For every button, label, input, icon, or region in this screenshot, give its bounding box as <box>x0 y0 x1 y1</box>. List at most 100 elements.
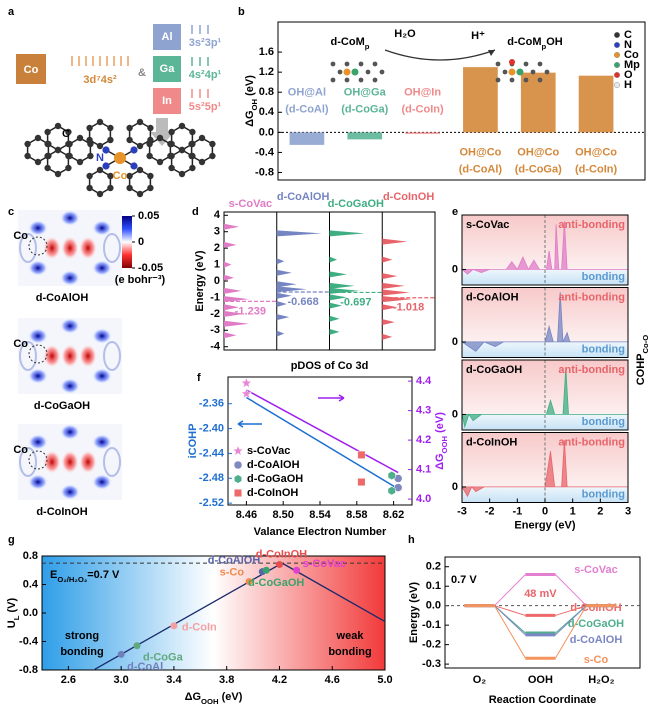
y-tick-label: -2.52 <box>199 497 224 509</box>
series-name: s-CoVac <box>229 198 272 210</box>
connector <box>555 574 587 607</box>
x-axis-label: Reaction Coordinate <box>489 694 597 706</box>
legend-label: d-CoGaOH <box>247 473 303 485</box>
bar <box>289 132 325 145</box>
c-atom <box>209 140 216 148</box>
dos-peak <box>224 332 237 339</box>
c-atom <box>147 124 154 132</box>
scheme-co <box>343 68 351 76</box>
colorbar-tick-label: -0.05 <box>138 262 163 274</box>
density-ring <box>103 233 121 263</box>
y2-tick-label: 4.0 <box>416 493 431 505</box>
y-tick-label: -2.48 <box>199 472 224 484</box>
dos-peak <box>224 274 235 281</box>
panel-label: c <box>8 206 14 218</box>
x-tick-label: 8.54 <box>309 509 331 521</box>
bar-label: (d-CoAl) <box>459 163 503 175</box>
co-site <box>28 344 48 364</box>
dos-peak <box>382 273 398 280</box>
c-atom <box>34 158 42 166</box>
scheme-right: d-CoMpOH <box>507 36 562 51</box>
strong-bonding-label: bonding <box>60 646 103 658</box>
scheme-atom <box>502 69 508 75</box>
c-atom <box>198 158 206 166</box>
density-blue <box>92 434 112 450</box>
bar-label: OH@In <box>404 86 441 98</box>
point-label: d-CoIn <box>182 622 217 634</box>
series-name: d-CoInOH <box>466 436 517 448</box>
y-tick-label: 0 <box>452 408 458 420</box>
d-band-center-label: -0.668 <box>288 296 319 308</box>
potential-label: 0.7 V <box>451 574 477 586</box>
c-atom <box>156 158 164 166</box>
dos-peak <box>224 287 242 294</box>
density-blue <box>60 270 80 286</box>
bar <box>347 132 383 140</box>
scheme-atom <box>358 77 364 83</box>
dos-peak <box>329 282 355 289</box>
y-tick-label: 0.0 <box>23 607 38 619</box>
legend-label: H <box>624 79 632 91</box>
c-atom <box>54 122 62 130</box>
anti-bonding-label: anti-bonding <box>558 219 625 231</box>
c-atom <box>24 152 31 160</box>
x-axis-label: pDOS of Co 3d <box>291 360 369 372</box>
dos-peak <box>224 320 250 327</box>
dos-peak <box>382 304 398 311</box>
anti-bonding-label: anti-bonding <box>558 291 625 303</box>
x-tick-label: -3 <box>457 505 467 517</box>
bar-label: OH@Co <box>575 146 617 158</box>
c-atom <box>107 124 114 132</box>
co-site <box>28 450 48 470</box>
x-tick-label: -2 <box>485 505 495 517</box>
n-atom <box>130 146 138 154</box>
x-axis-label-rest: (eV) <box>219 691 243 703</box>
c-atom <box>86 184 93 192</box>
y-tick-label: 0 <box>452 481 458 493</box>
legend-marker <box>613 41 621 49</box>
panel-label: e <box>452 206 458 218</box>
c-atom <box>96 190 104 198</box>
scheme-atom <box>330 77 336 83</box>
ampersand: & <box>138 67 146 79</box>
c-atom <box>168 164 175 172</box>
marker-hexagon <box>387 486 396 496</box>
x-tick-label: 3.8 <box>219 674 234 686</box>
y-axis-label: Energy (eV) <box>408 582 420 643</box>
map-name: d-CoInOH <box>36 506 87 518</box>
c-atom <box>156 134 164 142</box>
scheme-atom <box>523 77 529 83</box>
density-blue <box>60 378 80 394</box>
n-atom <box>130 162 138 170</box>
y-tick-label: 0 <box>214 275 220 287</box>
marker-star <box>240 377 253 389</box>
bonding-label: bonding <box>582 416 625 428</box>
n-atom <box>102 162 110 170</box>
bonding-label: bonding <box>582 343 625 355</box>
dos-peak <box>329 271 348 278</box>
c-atom <box>96 142 104 150</box>
dos-peak <box>382 319 395 326</box>
c-atom <box>44 128 51 136</box>
density-blue <box>60 484 80 500</box>
c-atom <box>136 166 144 174</box>
c-atom <box>76 158 84 166</box>
density-blue <box>60 424 80 440</box>
down-arrow <box>150 118 174 146</box>
scheme-atom <box>358 61 364 67</box>
x-tick-label: 8.50 <box>272 509 293 521</box>
legend-label: O <box>624 69 633 81</box>
bar-label: OH@Co <box>459 146 501 158</box>
bar-label: OH@Ga <box>344 86 387 98</box>
y-tick-label: 0 <box>452 336 458 348</box>
y-axis-label-main: COHP <box>635 354 647 386</box>
map-name: d-CoAlOH <box>36 292 89 304</box>
x-tick-label: 4.6 <box>325 674 340 686</box>
co-atom <box>114 152 126 164</box>
y-tick-label: -0.2 <box>422 639 441 651</box>
bar-label: (d-CoGa) <box>515 163 562 175</box>
y-axis-label: ΔGOH (eV) <box>244 75 259 127</box>
point <box>170 622 178 630</box>
dos-peak <box>276 281 297 288</box>
